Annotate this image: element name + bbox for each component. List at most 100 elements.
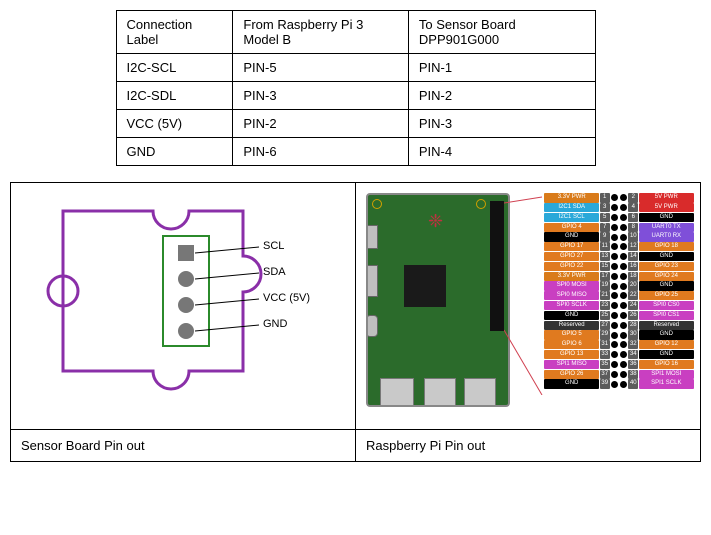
pin-number: 38 <box>628 370 638 379</box>
pin-number: 18 <box>628 272 638 281</box>
pin-label-left: GND <box>544 311 599 320</box>
leader-line <box>195 273 259 279</box>
sensor-caption: Sensor Board Pin out <box>11 430 356 462</box>
pi-pinout-table: 3.3V PWR125V PWRI2C1 SDA345V PWRI2C1 SCL… <box>544 193 694 389</box>
pin-number: 31 <box>600 340 610 349</box>
table-row: VCC (5V)PIN-2PIN-3 <box>116 110 595 138</box>
pin-dot-icon <box>620 322 627 329</box>
pinout-row: GND3940SPI1 SCLK <box>544 379 694 389</box>
sensor-diagram: SCL SDA VCC (5V) GND <box>33 191 333 401</box>
pin-number: 22 <box>628 291 638 300</box>
pin-dot-icon <box>611 263 618 270</box>
table-cell: PIN-3 <box>408 110 595 138</box>
table-cell: I2C-SCL <box>116 54 233 82</box>
pin-label-right: GND <box>639 213 694 222</box>
pin-number: 36 <box>628 360 638 369</box>
pinout-row: GPIO 63132GPIO 12 <box>544 340 694 350</box>
usb-port-2 <box>464 378 496 406</box>
pin-number: 9 <box>600 232 610 241</box>
pin-dot-icon <box>620 234 627 241</box>
pin-label-right: SPI1 SCLK <box>639 379 694 388</box>
pin-number: 13 <box>600 252 610 261</box>
pin-dot-icon <box>611 341 618 348</box>
leader-line <box>195 325 259 331</box>
table-cell: PIN-2 <box>233 110 409 138</box>
pin-label-left: SPI0 SCLK <box>544 301 599 310</box>
pin-dot-icon <box>620 341 627 348</box>
pin-label-right: SPI0 CS1 <box>639 311 694 320</box>
pin-label-left: GPIO 5 <box>544 330 599 339</box>
pin-label-right: GPIO 12 <box>639 340 694 349</box>
pin-label-left: 3.3V PWR <box>544 193 599 202</box>
pinout-row: GPIO 478UART0 TX <box>544 222 694 232</box>
pinout-row: GPIO 221516GPIO 23 <box>544 262 694 272</box>
pinout-row: I2C1 SCL56GND <box>544 213 694 223</box>
pin-label-right: SPI1 MOSI <box>639 370 694 379</box>
pin-label-right: GND <box>639 330 694 339</box>
pin-number: 37 <box>600 370 610 379</box>
pin-label-right: GPIO 16 <box>639 360 694 369</box>
pin-dot-icon <box>620 273 627 280</box>
pinout-callout <box>504 195 544 395</box>
pin-number: 27 <box>600 321 610 330</box>
pin-label-left: GND <box>544 379 599 388</box>
pin-label-right: UART0 TX <box>639 223 694 232</box>
pin-label-left: 3.3V PWR <box>544 272 599 281</box>
pin-number: 34 <box>628 350 638 359</box>
pin-dot-icon <box>620 283 627 290</box>
pin-label-right: GND <box>639 281 694 290</box>
pin-number: 4 <box>628 203 638 212</box>
pi-caption: Raspberry Pi Pin out <box>356 430 701 462</box>
pin-label-right: 5V PWR <box>639 193 694 202</box>
pin-label-left: SPI0 MOSI <box>544 281 599 290</box>
pin-dot-icon <box>611 302 618 309</box>
pin-number: 29 <box>600 330 610 339</box>
pi-figure-cell: ❈ 3.3V PWR 12 5V PWR <box>356 183 701 430</box>
pin-number: 7 <box>600 223 610 232</box>
pin-number: 24 <box>628 301 638 310</box>
table-row: GNDPIN-6PIN-4 <box>116 138 595 166</box>
pin-dot-icon <box>611 371 618 378</box>
micro-usb-port <box>366 225 378 249</box>
leader-line <box>195 247 259 253</box>
pinout-row: GPIO 271314GND <box>544 252 694 262</box>
pin-number: 12 <box>628 242 638 251</box>
pin-dot-icon <box>620 263 627 270</box>
pinout-row: GPIO 171112GPIO 18 <box>544 242 694 252</box>
pinout-row: SPI1 MISO3536GPIO 16 <box>544 360 694 370</box>
pin-dot-icon <box>611 204 618 211</box>
pin-number: 3 <box>600 203 610 212</box>
pin-dot-icon <box>620 224 627 231</box>
usb-port-1 <box>424 378 456 406</box>
pinout-row: GPIO 133334GND <box>544 350 694 360</box>
pin-dot-icon <box>611 273 618 280</box>
pin-number: 2 <box>628 193 638 202</box>
pin-dot-icon <box>620 381 627 388</box>
pin-label-sda: SDA <box>263 266 286 278</box>
pin-number: 28 <box>628 321 638 330</box>
pin-dot-icon <box>611 361 618 368</box>
col-header: From Raspberry Pi 3 Model B <box>233 11 409 54</box>
pin-number: 30 <box>628 330 638 339</box>
pin-label-gnd: GND <box>263 318 287 330</box>
pin-dot-icon <box>611 283 618 290</box>
pinout-row: 3.3V PWR1718GPIO 24 <box>544 271 694 281</box>
raspberry-icon: ❈ <box>428 211 443 232</box>
pin-number: 5 <box>600 213 610 222</box>
pi-soc-chip <box>404 265 446 307</box>
pin-number: 32 <box>628 340 638 349</box>
pinout-row: I2C1 SDA345V PWR <box>544 203 694 213</box>
pin-label-left: Reserved <box>544 321 599 330</box>
pinout-row: SPI0 MISO2122GPIO 25 <box>544 291 694 301</box>
pin-dot-icon <box>620 302 627 309</box>
table-cell: PIN-4 <box>408 138 595 166</box>
pinout-row: GPIO 263738SPI1 MOSI <box>544 369 694 379</box>
pin-dot-icon <box>611 194 618 201</box>
pinout-row: GND910UART0 RX <box>544 232 694 242</box>
pin-dot-icon <box>620 312 627 319</box>
pin-dot-icon <box>620 371 627 378</box>
mount-hole-icon <box>476 199 486 209</box>
pin-dot-icon <box>620 351 627 358</box>
pi-header-pins <box>490 201 504 331</box>
pin-dot-icon <box>611 214 618 221</box>
